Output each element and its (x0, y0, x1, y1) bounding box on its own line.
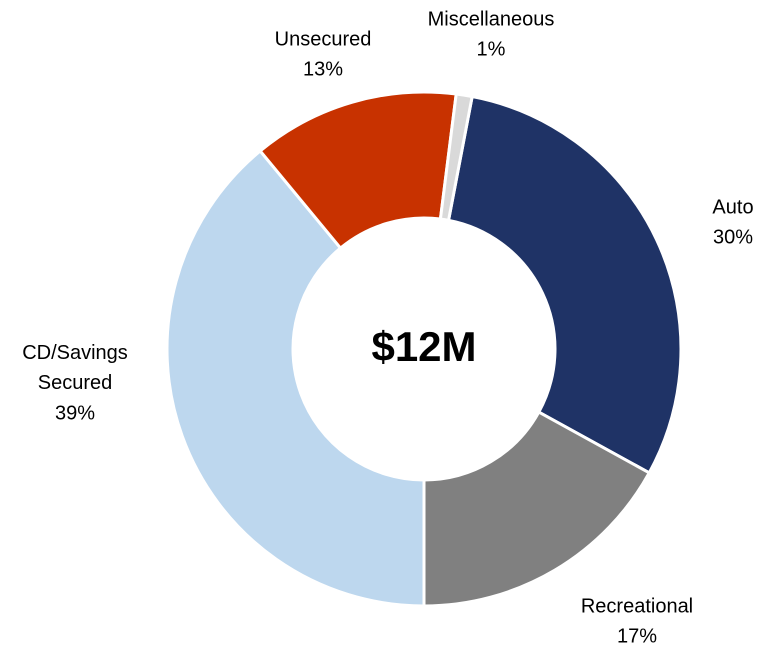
slice (438, 92, 474, 223)
slice (165, 148, 426, 608)
slice (422, 410, 652, 608)
slice-label: Auto (712, 196, 753, 218)
slice-label: Miscellaneous (428, 8, 555, 30)
slice-label: Recreational (581, 595, 693, 617)
value-label: 30% (713, 226, 753, 248)
slice-label: CD/Savings Secured (22, 342, 128, 394)
value-label: 13% (303, 58, 343, 80)
value-label: 39% (55, 402, 95, 424)
center-label: $12M (371, 323, 476, 370)
value-label: 1% (477, 38, 506, 60)
slice-label: Unsecured (275, 28, 372, 50)
value-label: 17% (617, 625, 657, 647)
slice (446, 94, 683, 475)
